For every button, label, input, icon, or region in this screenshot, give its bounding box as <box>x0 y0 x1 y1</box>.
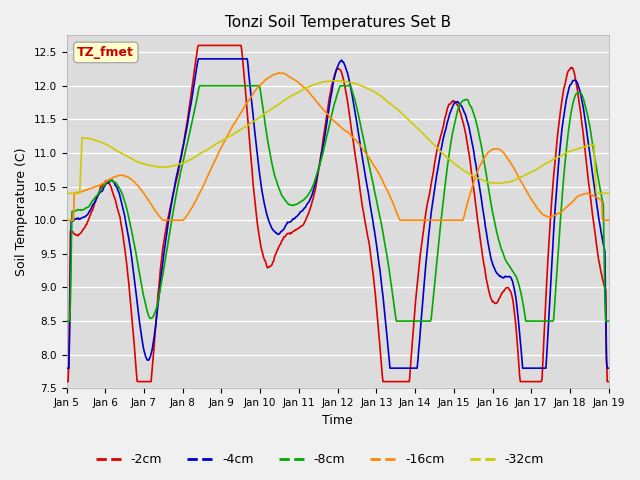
Y-axis label: Soil Temperature (C): Soil Temperature (C) <box>15 147 28 276</box>
Text: TZ_fmet: TZ_fmet <box>77 46 134 59</box>
X-axis label: Time: Time <box>323 414 353 427</box>
Title: Tonzi Soil Temperatures Set B: Tonzi Soil Temperatures Set B <box>225 15 451 30</box>
Legend: -2cm, -4cm, -8cm, -16cm, -32cm: -2cm, -4cm, -8cm, -16cm, -32cm <box>91 448 549 471</box>
